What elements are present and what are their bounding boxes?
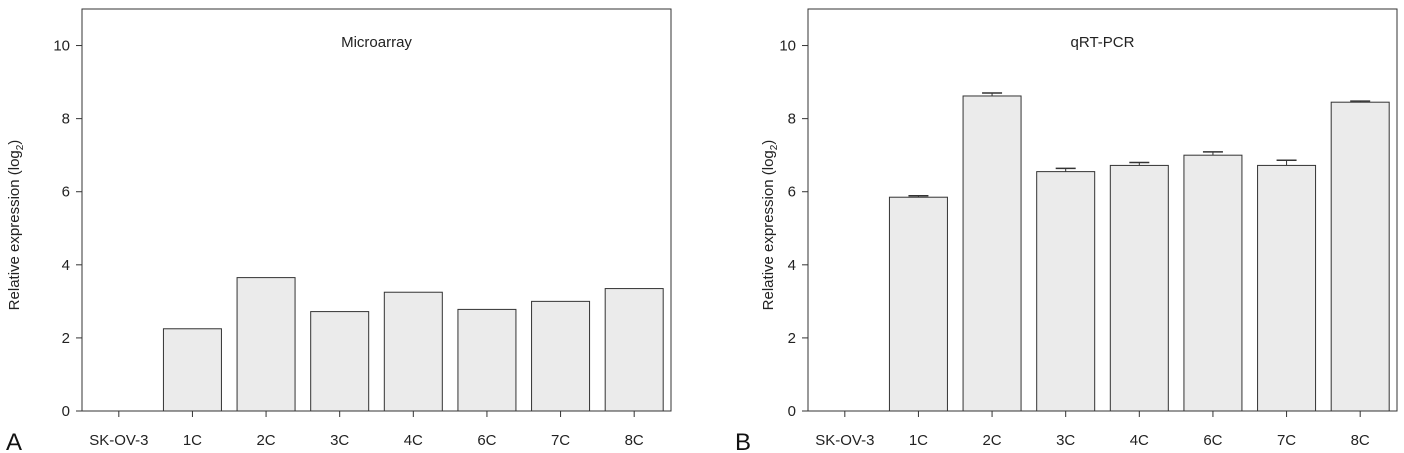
y-axis-title-close: ) [6, 140, 23, 145]
bar-7c [1257, 164, 1317, 412]
y-tick-label: 2 [62, 330, 70, 347]
y-axis-title-close: ) [760, 140, 777, 145]
x-category-label: 2C [256, 432, 275, 449]
x-category-label: SK-OV-3 [815, 432, 874, 449]
y-tick-label: 0 [62, 403, 70, 420]
bar-3c [310, 311, 370, 412]
bar-2c [962, 95, 1022, 412]
x-category-label: 4C [404, 432, 423, 449]
y-tick-label: 8 [788, 111, 796, 128]
bar-8c [604, 288, 664, 412]
bar-4c [383, 291, 443, 412]
bar-1c [888, 196, 948, 412]
y-axis-title-main: Relative expression (log [760, 150, 777, 310]
x-category-label: 7C [1277, 432, 1296, 449]
panel-letter: A [6, 429, 22, 453]
bar-6c [457, 308, 517, 412]
plot-frame [81, 8, 672, 412]
y-tick-label: 4 [788, 257, 796, 274]
y-tick-label: 10 [779, 38, 796, 55]
bar-1c [162, 328, 222, 412]
bar-4c [1109, 164, 1169, 412]
x-category-label: 3C [1056, 432, 1075, 449]
y-axis-title: Relative expression (log2) [6, 140, 26, 311]
x-category-label: 8C [1351, 432, 1370, 449]
bar-7c [531, 300, 591, 412]
bar-2c [236, 277, 296, 412]
x-category-label: 4C [1130, 432, 1149, 449]
y-tick-label: 8 [62, 111, 70, 128]
y-axis-title-main: Relative expression (log [6, 150, 23, 310]
x-category-label: SK-OV-3 [89, 432, 148, 449]
y-tick-label: 4 [62, 257, 70, 274]
x-category-label: 6C [1203, 432, 1222, 449]
chart-title: Microarray [341, 34, 412, 51]
y-axis-title: Relative expression (log2) [760, 140, 780, 311]
x-category-label: 3C [330, 432, 349, 449]
plot-frame [807, 8, 1398, 412]
y-tick-label: 0 [788, 403, 796, 420]
x-category-label: 2C [982, 432, 1001, 449]
panel-letter: B [735, 429, 751, 453]
bar-6c [1183, 154, 1243, 412]
x-category-label: 1C [183, 432, 202, 449]
x-category-label: 8C [625, 432, 644, 449]
chart-title: qRT-PCR [1071, 34, 1135, 51]
x-category-label: 1C [909, 432, 928, 449]
y-tick-label: 6 [62, 184, 70, 201]
y-tick-label: 10 [53, 38, 70, 55]
bar-8c [1330, 101, 1390, 412]
y-axis-title-subscript: 2 [15, 144, 26, 150]
y-axis-title-subscript: 2 [769, 144, 780, 150]
y-tick-label: 2 [788, 330, 796, 347]
x-category-label: 6C [477, 432, 496, 449]
bar-3c [1036, 171, 1096, 412]
x-category-label: 7C [551, 432, 570, 449]
panel-a-microarray-chart: Microarray 0 2 4 6 8 10 Relative expression (lo… [6, 8, 672, 453]
y-tick-label: 6 [788, 184, 796, 201]
